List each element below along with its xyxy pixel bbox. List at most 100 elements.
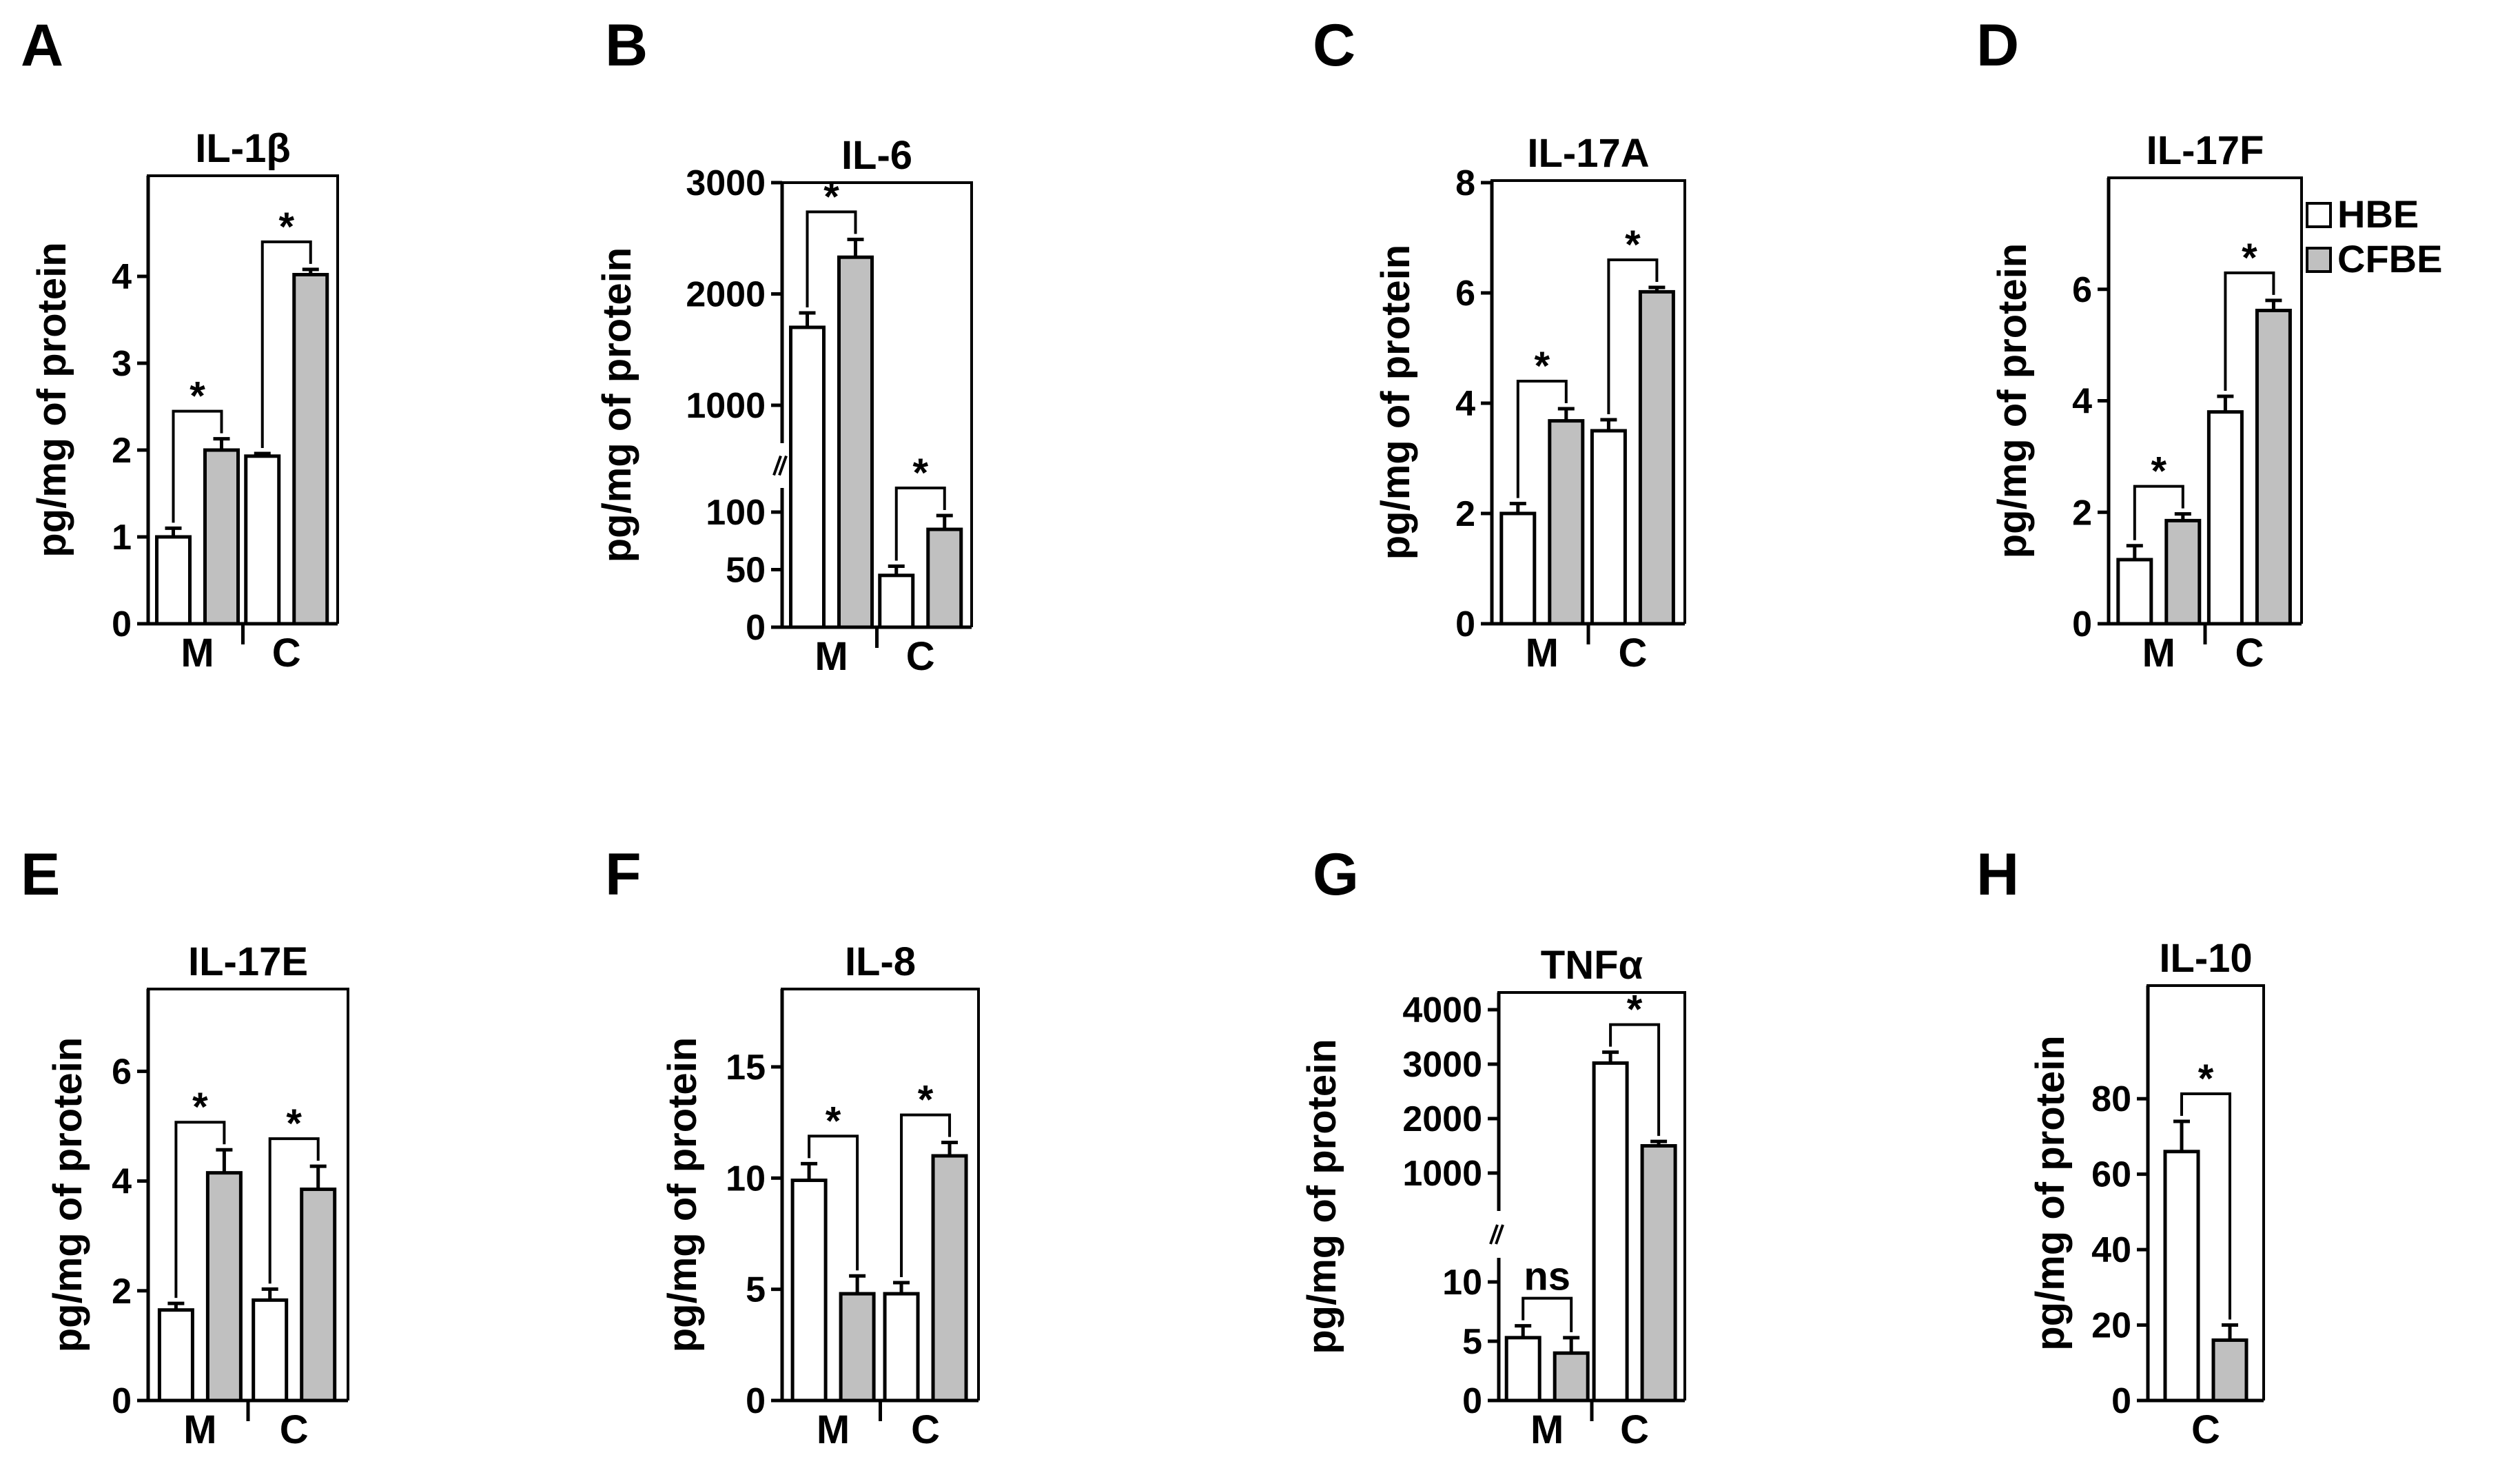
panel-title: TNFα (1541, 943, 1643, 988)
bar-hbe (878, 573, 915, 629)
y-tick-label: 1000 (686, 386, 766, 426)
significance-bracket (1609, 1023, 1661, 1137)
bar-cfbe (926, 527, 963, 629)
bar-hbe (157, 1308, 194, 1403)
bar-cfbe (1640, 1144, 1677, 1403)
y-tick-label: 2000 (1402, 1099, 1482, 1139)
bar-hbe (1590, 429, 1627, 626)
y-axis-label: pg/mg of protein (660, 1037, 705, 1353)
y-tick-label: 0 (2072, 604, 2092, 644)
error-bar (2174, 512, 2191, 521)
y-tick-label: 5 (746, 1270, 766, 1310)
legend: HBE CFBE (2306, 192, 2442, 281)
error-bar (847, 237, 864, 258)
group-label: M (181, 631, 214, 675)
error-bar (302, 267, 319, 275)
significance-label: * (2198, 1057, 2214, 1101)
error-bar (941, 1141, 959, 1157)
significance-bracket (894, 487, 946, 561)
bar-hbe (244, 454, 281, 626)
panel-letter: C (1313, 12, 1355, 79)
bar-hbe (2206, 410, 2244, 626)
legend-label-cfbe: CFBE (2337, 237, 2442, 281)
significance-label: * (2151, 449, 2167, 494)
bar-hbe (1499, 511, 1537, 626)
bar-cfbe (292, 272, 329, 626)
bar-cfbe (931, 1154, 968, 1403)
error-bar (261, 1287, 278, 1301)
bar-hbe (252, 1298, 289, 1403)
panel-title: IL-8 (845, 939, 916, 984)
group-label: M (2142, 631, 2175, 675)
bar-hbe (790, 1179, 828, 1403)
bar-cfbe (839, 1292, 876, 1403)
error-bar (2217, 394, 2234, 412)
bar-cfbe (1548, 419, 1585, 626)
significance-bracket (808, 1134, 859, 1271)
axis-break-mark (772, 455, 788, 476)
significance-label: * (912, 451, 928, 496)
significance-label: * (1535, 344, 1550, 389)
error-bar (1509, 502, 1526, 513)
error-bar (1557, 407, 1575, 421)
bar-cfbe (300, 1188, 337, 1403)
y-tick-label: 3000 (686, 163, 766, 203)
group-label: C (906, 634, 935, 679)
group-label: C (2235, 631, 2264, 675)
panel-letter: B (605, 12, 648, 79)
bar-cfbe (2211, 1338, 2248, 1403)
bar-cfbe (205, 1171, 243, 1403)
panel-g: G TNFα pg/mg of protein 0 5 10 1000 2000 3000 400… (1300, 842, 1686, 1452)
group-label: C (280, 1407, 309, 1452)
error-bar (888, 564, 905, 575)
group-label: C (2191, 1407, 2220, 1452)
significance-bracket (2133, 485, 2184, 540)
error-bar (2222, 1323, 2238, 1341)
error-bar (213, 437, 230, 450)
panel-letter: E (21, 842, 60, 908)
bar-hbe (883, 1292, 920, 1403)
panel-d: D IL-17F pg/mg of protein 0 2 4 6 * M * C (1976, 12, 2303, 675)
y-tick-label: 80 (2091, 1079, 2131, 1119)
bar-cfbe (203, 448, 240, 626)
y-tick-label: 4 (112, 257, 132, 297)
y-tick-label: 3000 (1402, 1045, 1482, 1085)
significance-label: * (918, 1078, 934, 1123)
legend-swatch-hbe (2306, 202, 2332, 228)
y-tick-label: 0 (1462, 1381, 1482, 1421)
significance-bracket (1607, 258, 1659, 414)
bar-hbe (2116, 558, 2153, 626)
y-tick-label: 4 (1455, 384, 1475, 424)
y-tick-label: 4 (2072, 382, 2092, 422)
significance-bracket (900, 1113, 952, 1277)
significance-label: ns (1524, 1254, 1570, 1299)
significance-bracket (268, 1137, 320, 1284)
group-label: C (1618, 631, 1647, 675)
error-bar (1515, 1324, 1532, 1338)
y-axis-label: pg/mg of protein (595, 247, 639, 563)
significance-label: * (1625, 223, 1641, 267)
legend-swatch-cfbe (2306, 247, 2332, 273)
y-axis-label: pg/mg of protein (1373, 245, 1418, 560)
panel-title: IL-10 (2159, 936, 2252, 981)
y-tick-label: 60 (2091, 1155, 2131, 1195)
y-tick-label: 10 (726, 1159, 766, 1199)
y-axis-label: pg/mg of protein (45, 1037, 90, 1353)
bar-hbe (1592, 1061, 1629, 1403)
error-bar (1650, 1139, 1668, 1146)
y-axis-label: pg/mg of protein (1300, 1039, 1344, 1354)
y-axis-label: pg/mg of protein (1990, 243, 2035, 559)
group-label: M (1530, 1407, 1564, 1452)
panel-title: IL-6 (841, 133, 912, 178)
panel-title: IL-17A (1527, 131, 1649, 176)
significance-bracket (172, 409, 223, 523)
error-bar (2126, 544, 2143, 560)
panel-h: H IL-10 pg/mg of protein 0 20 40 60 80 * C (1976, 842, 2265, 1452)
panel-b: B IL-6 pg/mg of protein 0 50 100 1000 2000 3000 *… (595, 12, 973, 679)
bar-hbe (2163, 1150, 2200, 1403)
panel-title: IL-17E (188, 939, 308, 984)
error-bar (167, 1301, 185, 1310)
error-bar (309, 1164, 327, 1190)
significance-bracket (2180, 1092, 2231, 1320)
